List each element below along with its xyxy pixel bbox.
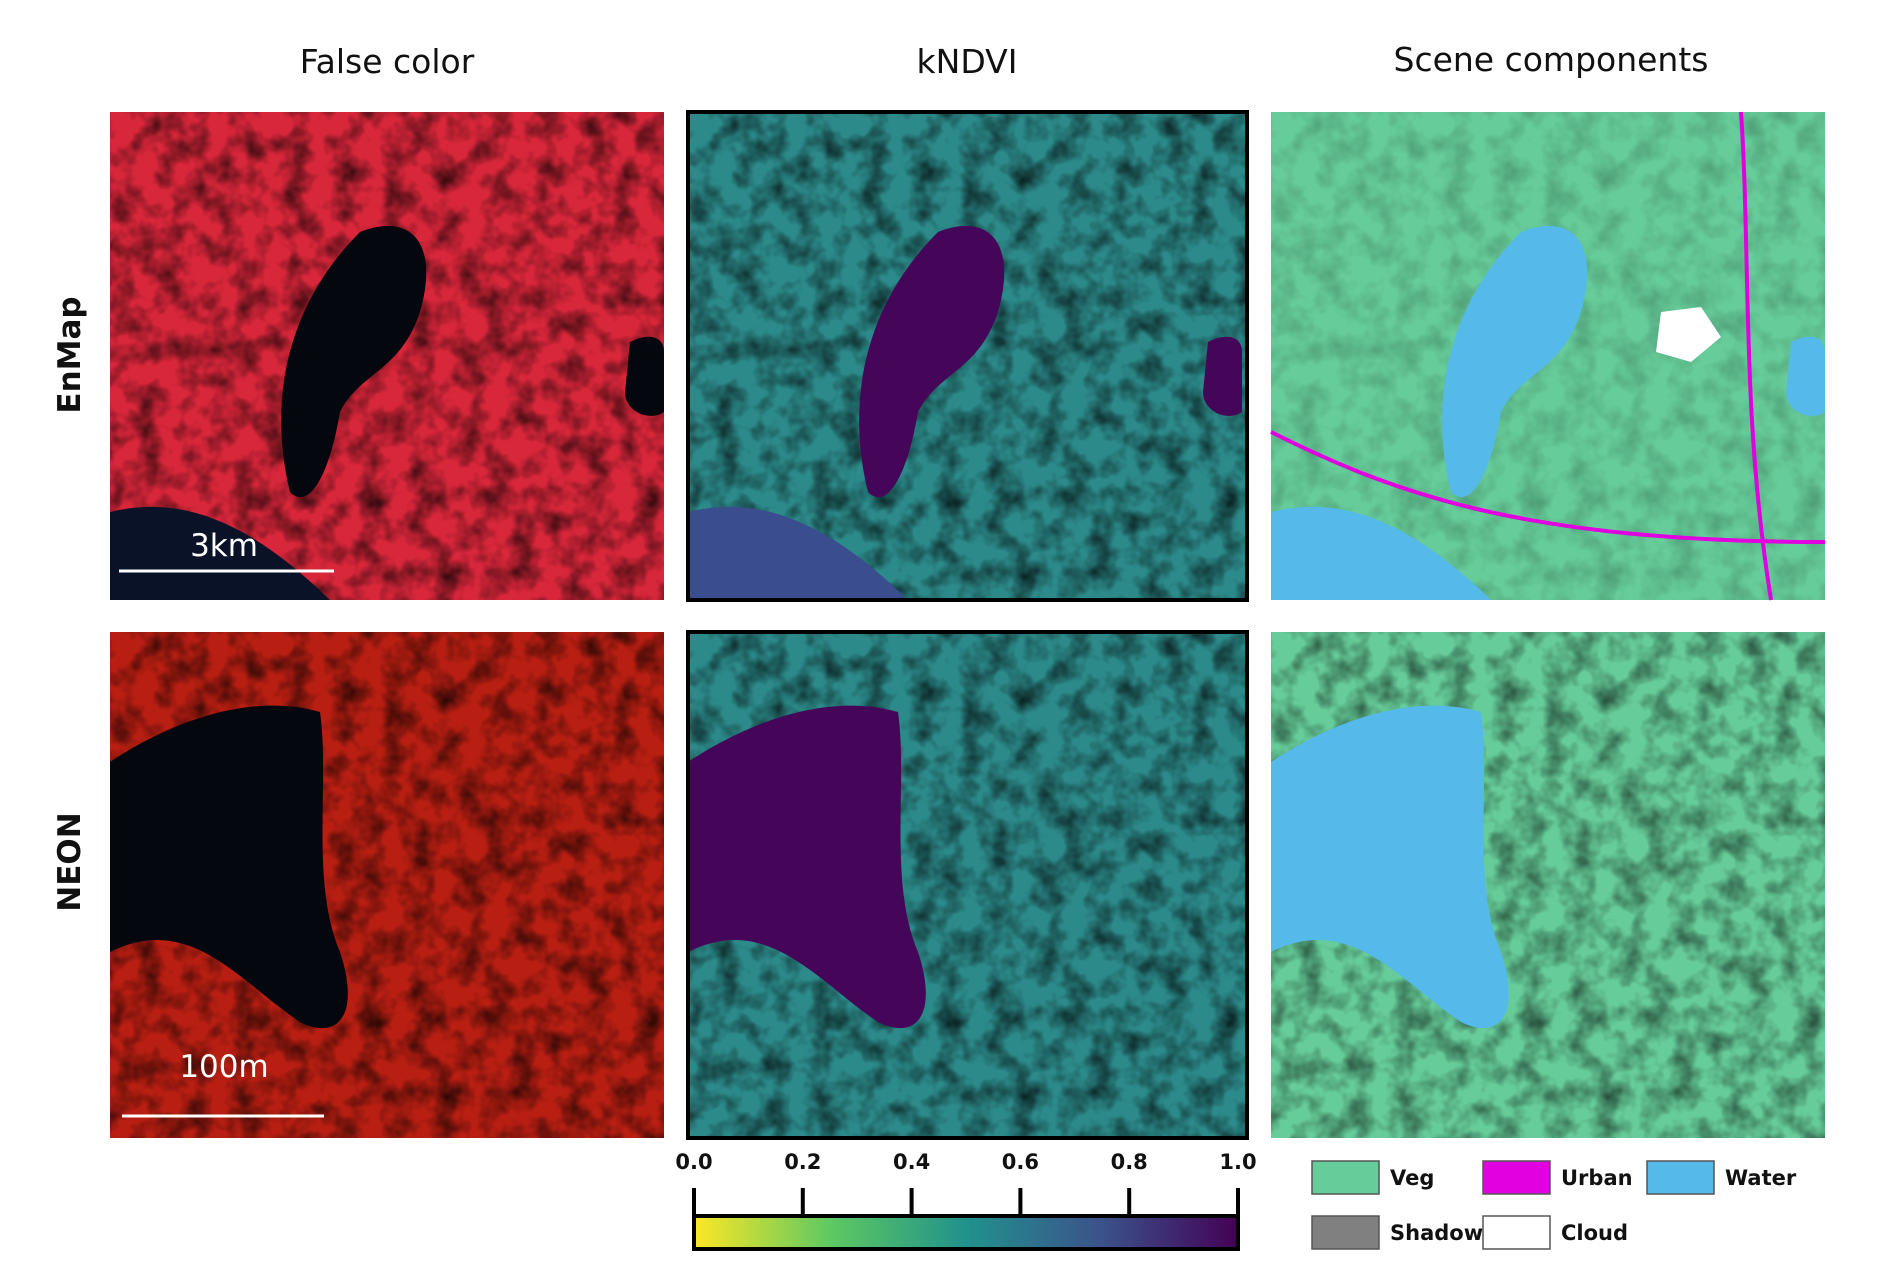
- image-panel: [686, 630, 1249, 1140]
- image-panel: [1271, 632, 1825, 1138]
- cloud: [1656, 307, 1721, 362]
- image-panels: [110, 110, 1826, 1140]
- legend-label: Shadow: [1390, 1221, 1483, 1245]
- legend-label: Cloud: [1561, 1221, 1628, 1245]
- colorbar-tick-label: 1.0: [1219, 1150, 1256, 1174]
- lake: [1442, 225, 1588, 498]
- image-panel: [110, 632, 664, 1138]
- lake: [110, 705, 348, 1029]
- colorbar-tick-label: 0.8: [1111, 1150, 1148, 1174]
- row-label: NEON: [52, 812, 88, 911]
- legend-swatch: [1482, 1160, 1551, 1195]
- column-title: kNDVI: [917, 42, 1018, 81]
- water-body: [110, 506, 330, 600]
- image-panel: [686, 110, 1249, 602]
- image-panel: [1270, 111, 1826, 601]
- legend-swatch: [1311, 1160, 1380, 1195]
- legend-swatch: [1646, 1160, 1715, 1195]
- legend: Veg Urban Water Shadow Cloud: [1311, 1160, 1797, 1250]
- lake: [859, 225, 1005, 498]
- colorbar-ticks: 0.0 0.2 0.4 0.6 0.8 1.0: [675, 1150, 1257, 1216]
- colorbar-tick-label: 0.0: [675, 1150, 712, 1174]
- legend-label: Veg: [1390, 1166, 1434, 1190]
- water-body: [1203, 336, 1242, 416]
- lake: [1271, 705, 1509, 1029]
- colorbar-tick-label: 0.6: [1002, 1150, 1039, 1174]
- scale-label: 3km: [190, 528, 258, 564]
- row-label: EnMap: [52, 296, 88, 413]
- scale-label: 100m: [179, 1049, 268, 1085]
- panel-frame: [686, 630, 1249, 1140]
- colorbar-tick-label: 0.4: [893, 1150, 930, 1174]
- water-body: [1271, 506, 1491, 600]
- lake: [688, 705, 926, 1029]
- water-body: [1786, 336, 1825, 416]
- water-body: [625, 336, 664, 416]
- colorbar-tick-label: 0.2: [784, 1150, 821, 1174]
- water-body: [688, 506, 908, 600]
- legend-label: Urban: [1561, 1166, 1633, 1190]
- road: [1270, 430, 1826, 544]
- column-title: False color: [300, 42, 475, 81]
- legend-swatch: [1482, 1215, 1551, 1250]
- legend-label: Water: [1725, 1166, 1797, 1190]
- image-panel: [110, 112, 664, 600]
- legend-swatch: [1311, 1215, 1380, 1250]
- colorbar: [692, 1214, 1240, 1251]
- lake: [281, 225, 427, 498]
- column-title: Scene components: [1394, 40, 1709, 79]
- panel-frame: [686, 110, 1249, 602]
- road: [1739, 111, 1773, 601]
